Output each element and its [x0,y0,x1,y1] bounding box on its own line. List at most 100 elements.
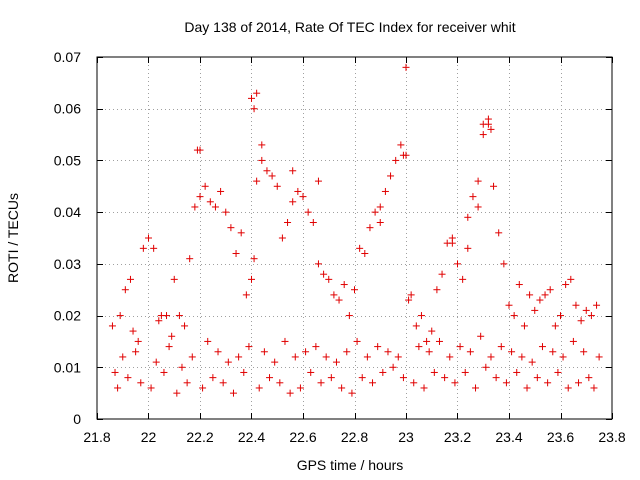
data-point [325,275,333,283]
data-point [520,322,528,330]
y-tick-label: 0.05 [54,152,81,168]
data-point [564,384,572,392]
data-point [266,374,274,382]
data-point [435,337,443,345]
data-point [500,260,508,268]
data-point [446,353,454,361]
data-point [111,368,119,376]
data-point [289,198,297,206]
data-point [191,203,199,211]
data-point [253,89,261,97]
data-point [392,156,400,164]
data-point [150,244,158,252]
data-point [541,291,549,299]
y-tick-label: 0.07 [54,49,81,65]
data-point [211,203,219,211]
data-point [183,379,191,387]
data-point [497,343,505,351]
data-point [487,353,495,361]
data-point [330,291,338,299]
data-point [327,374,335,382]
data-point [518,353,526,361]
y-tick-label: 0.02 [54,308,81,324]
data-point [433,286,441,294]
x-tick-label: 21.8 [83,429,110,445]
data-point [369,379,377,387]
data-point [286,389,294,397]
data-point [474,177,482,185]
data-point [363,353,371,361]
data-point [307,368,315,376]
data-point [428,327,436,335]
data-point [469,193,477,201]
data-point [575,379,583,387]
data-point [245,343,253,351]
data-point [253,177,261,185]
data-point [557,312,564,320]
data-point [554,368,562,376]
grid-layer [97,57,612,419]
data-point [538,343,546,351]
data-point [461,368,469,376]
data-point [338,384,346,392]
data-point [199,384,207,392]
data-point [531,306,539,314]
data-point [322,353,330,361]
data-point [155,317,163,325]
data-point [366,224,374,232]
data-point [304,208,312,216]
data-point [389,363,397,371]
data-point [544,379,552,387]
data-point [451,379,459,387]
data-point [526,291,534,299]
x-tick-label: 22 [141,429,157,445]
data-point [595,353,603,361]
plot-frame [96,56,613,420]
data-point [242,291,250,299]
data-point [281,337,289,345]
data-point [464,213,472,221]
data-point [302,348,310,356]
data-point [559,353,567,361]
data-point [384,348,392,356]
data-point [129,327,137,335]
data-point [248,275,255,283]
data-point [276,379,284,387]
data-point [376,203,384,211]
data-point [168,332,176,340]
data-point [479,120,487,128]
data-point [567,275,575,283]
data-point [474,203,482,211]
data-point [124,374,132,382]
data-point [291,353,299,361]
data-point [139,244,147,252]
data-point [152,358,160,366]
data-point [250,255,258,263]
data-point [510,312,518,320]
data-point [320,270,328,278]
data-point [387,172,395,180]
data-point [405,296,413,304]
data-point [268,172,276,180]
data-point [214,348,222,356]
data-point [217,187,225,195]
data-point [289,167,297,175]
data-point [209,374,217,382]
data-point [188,353,196,361]
data-point [479,131,487,139]
x-tick-label: 22.8 [341,429,368,445]
data-point [441,374,449,382]
data-point [181,322,189,330]
data-point [495,229,503,237]
data-point [528,358,536,366]
data-point [237,229,245,237]
data-point [312,343,320,351]
data-point [351,286,358,294]
x-tick-label: 22.4 [238,429,265,445]
data-point [551,322,559,330]
data-point [417,312,425,320]
data-point [137,379,145,387]
data-point [224,358,232,366]
data-point [250,105,258,113]
